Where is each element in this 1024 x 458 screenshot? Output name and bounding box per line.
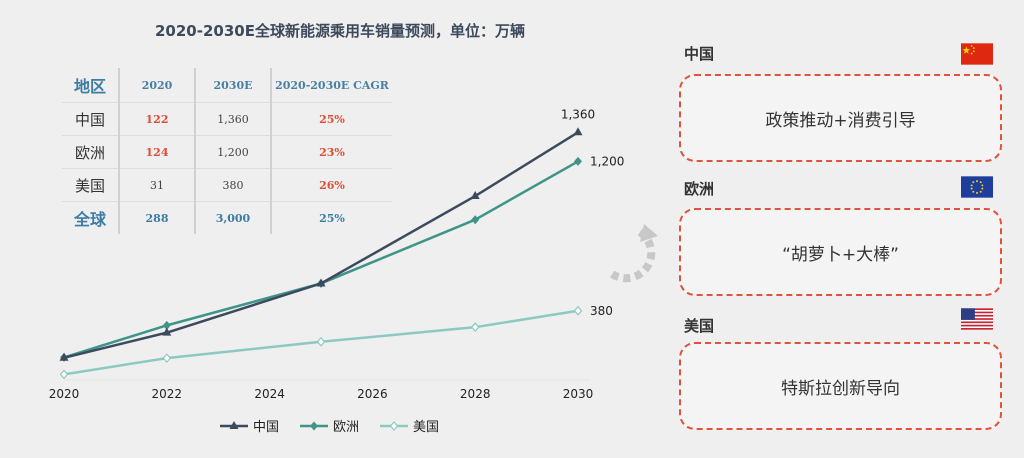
data-point <box>574 156 582 166</box>
data-point <box>389 421 399 431</box>
x-tick-label: 2026 <box>357 387 388 401</box>
row-cagr: 26% <box>271 168 392 202</box>
header-2030: 2030E <box>195 68 272 103</box>
row-2030: 1,200 <box>195 135 272 169</box>
table-row: 美国 31 380 26% <box>62 168 392 202</box>
data-point <box>59 369 69 380</box>
data-point <box>162 320 171 330</box>
data-label: 1,360 <box>561 107 595 121</box>
legend-label: 欧洲 <box>333 420 359 435</box>
data-point <box>162 353 172 364</box>
panel-title-china: 中国 <box>684 45 715 63</box>
panel-text-usa: 特斯拉创新导向 <box>781 378 900 399</box>
row-2030: 3,000 <box>195 201 272 234</box>
row-2030: 380 <box>195 168 272 202</box>
data-point <box>310 421 318 431</box>
row-cagr: 23% <box>271 135 392 169</box>
header-2020: 2020 <box>119 68 196 103</box>
table-row-total: 全球 288 3,000 25% <box>62 201 392 234</box>
panel-box-china: 政策推动+消费引导 <box>679 74 1002 162</box>
panel-text-europe: “胡萝卜+大棒” <box>782 244 899 265</box>
table-row: 欧洲 124 1,200 23% <box>62 135 392 169</box>
panel-title-europe: 欧洲 <box>684 180 715 198</box>
legend-label: 中国 <box>253 420 279 435</box>
data-point <box>162 327 172 336</box>
panel-text-china: 政策推动+消费引导 <box>765 110 916 131</box>
data-point <box>573 127 583 136</box>
table-row: 中国 122 1,360 25% <box>62 102 392 136</box>
x-tick-label: 2024 <box>254 387 285 401</box>
row-region: 美国 <box>62 168 120 202</box>
legend-label: 美国 <box>413 420 439 435</box>
header-cagr: 2020-2030E CAGR <box>271 68 392 103</box>
x-tick-label: 2022 <box>152 387 183 401</box>
row-2020: 31 <box>119 168 196 202</box>
line-chart: 2020 2022 2024 2026 2028 20301,3601,200380中国欧… <box>49 107 625 435</box>
cycle-arrow-icon <box>609 224 658 283</box>
row-2020: 122 <box>119 102 196 136</box>
data-point <box>316 278 326 287</box>
us-flag-icon <box>961 308 993 330</box>
x-tick-label: 2030 <box>563 387 594 401</box>
row-2020: 124 <box>119 135 196 169</box>
data-point <box>470 322 480 333</box>
data-table: 地区 2020 2030E 2020-2030E CAGR 中国 122 1,3… <box>62 68 392 234</box>
data-point <box>471 215 480 225</box>
header-region: 地区 <box>62 68 120 103</box>
table-header-row: 地区 2020 2030E 2020-2030E CAGR <box>62 68 392 103</box>
row-2030: 1,360 <box>195 102 272 136</box>
data-label: 380 <box>590 304 613 318</box>
x-tick-label: 2028 <box>460 387 491 401</box>
row-region: 中国 <box>62 102 120 136</box>
row-cagr: 25% <box>271 102 392 136</box>
data-point <box>573 305 583 316</box>
row-region: 欧洲 <box>62 135 120 169</box>
row-2020: 288 <box>119 201 196 234</box>
data-point <box>470 191 480 200</box>
row-region: 全球 <box>62 201 120 234</box>
panel-box-usa: 特斯拉创新导向 <box>679 342 1002 430</box>
china-flag-icon <box>961 43 993 65</box>
panel-box-europe: “胡萝卜+大棒” <box>679 208 1002 296</box>
data-point <box>59 352 69 361</box>
data-label: 1,200 <box>590 154 624 168</box>
row-cagr: 25% <box>319 211 345 225</box>
chart-title: 2020-2030E全球新能源乘用车销量预测，单位：万辆 <box>155 22 525 40</box>
series-line <box>63 160 579 359</box>
data-point <box>316 336 326 347</box>
eu-flag-icon <box>961 176 993 198</box>
panel-title-usa: 美国 <box>684 317 715 335</box>
data-point <box>229 421 239 429</box>
x-tick-label: 2020 <box>49 387 80 401</box>
